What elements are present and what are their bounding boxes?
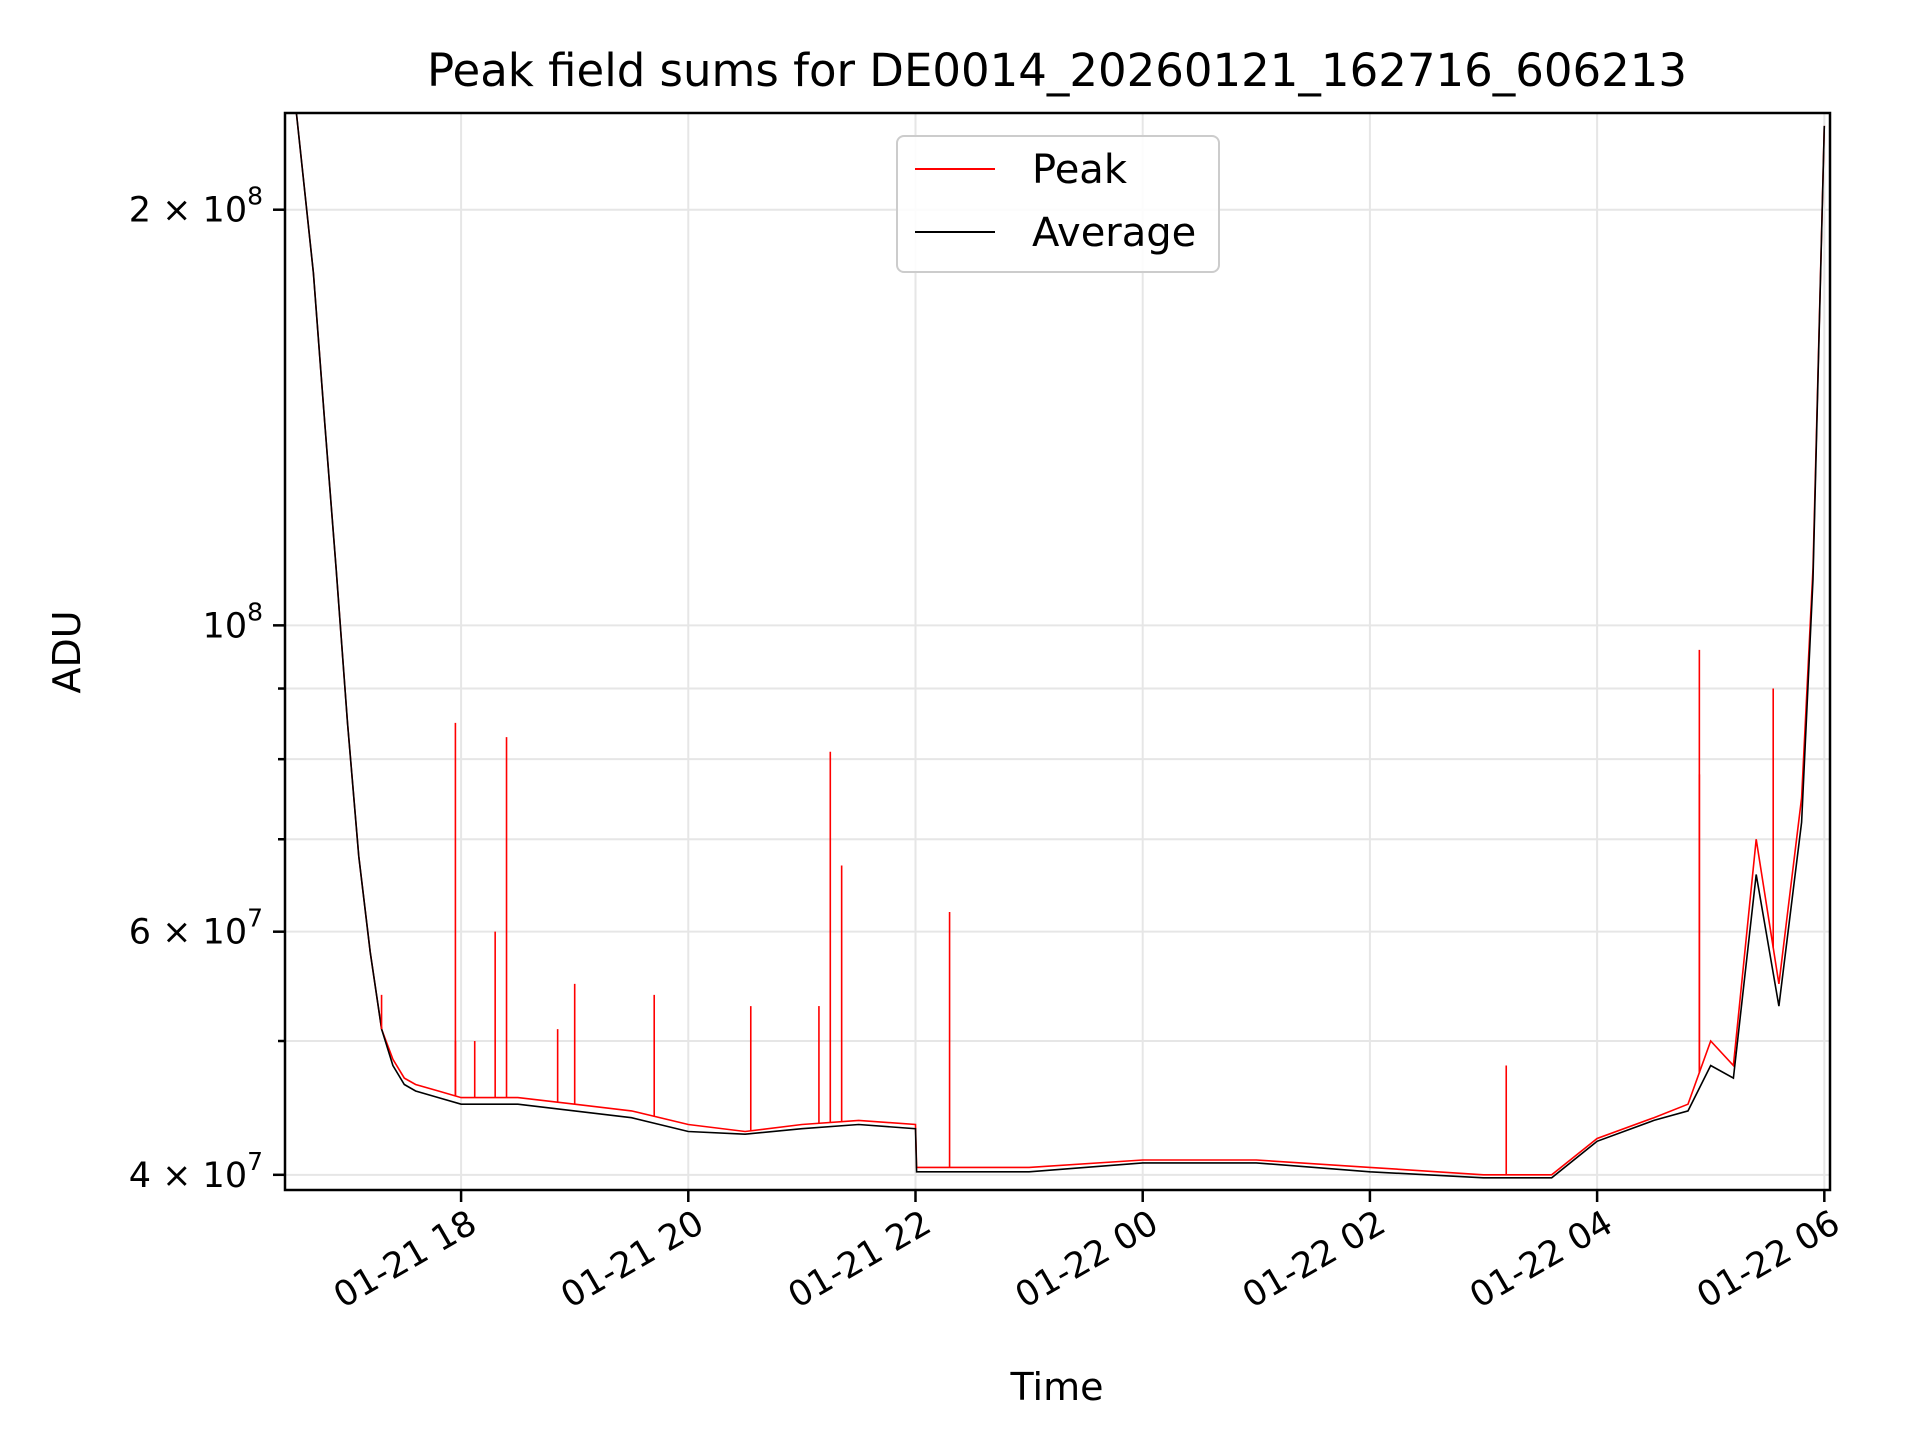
y-tick-label-exponent: 8 [247, 182, 263, 211]
y-tick-label-base: 6 × 10 [129, 913, 247, 953]
y-tick-label-base: 4 × 10 [129, 1156, 247, 1196]
y-tick-label-base: 2 × 10 [129, 191, 247, 231]
y-tick-label: 108 [203, 597, 263, 646]
y-tick-label-exponent: 7 [247, 904, 263, 933]
y-tick-label: 2 × 108 [129, 182, 263, 231]
plot-frame [283, 111, 1832, 1192]
chart-title: Peak field sums for DE0014_20260121_1627… [427, 44, 1687, 97]
y-tick-label-exponent: 7 [247, 1147, 263, 1176]
series-line-average [295, 113, 1826, 1179]
y-tick-label-exponent: 8 [247, 597, 263, 626]
legend-label-peak: Peak [1032, 147, 1128, 193]
series-layer [295, 113, 1826, 1179]
y-axis-label: ADU [45, 610, 89, 693]
legend-label-average: Average [1032, 210, 1196, 256]
x-axis-label: Time [1010, 1365, 1104, 1409]
y-tick-label-base: 10 [203, 606, 248, 646]
legend: Peak Average [896, 135, 1220, 273]
y-tick-label: 4 × 107 [129, 1147, 263, 1196]
y-tick-label: 6 × 107 [129, 904, 263, 953]
